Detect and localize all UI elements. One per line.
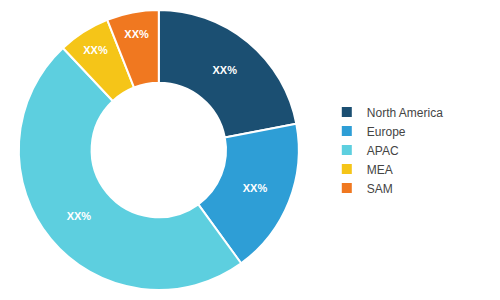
svg-text:Europe: Europe (367, 125, 406, 139)
svg-text:MEA: MEA (367, 163, 393, 177)
svg-text:XX%: XX% (124, 28, 149, 40)
svg-text:SAM: SAM (367, 182, 393, 196)
svg-text:XX%: XX% (213, 64, 238, 76)
svg-text:XX%: XX% (67, 210, 92, 222)
svg-text:APAC: APAC (367, 144, 399, 158)
svg-text:XX%: XX% (243, 182, 268, 194)
svg-text:North America: North America (367, 106, 443, 120)
svg-text:XX%: XX% (83, 44, 108, 56)
